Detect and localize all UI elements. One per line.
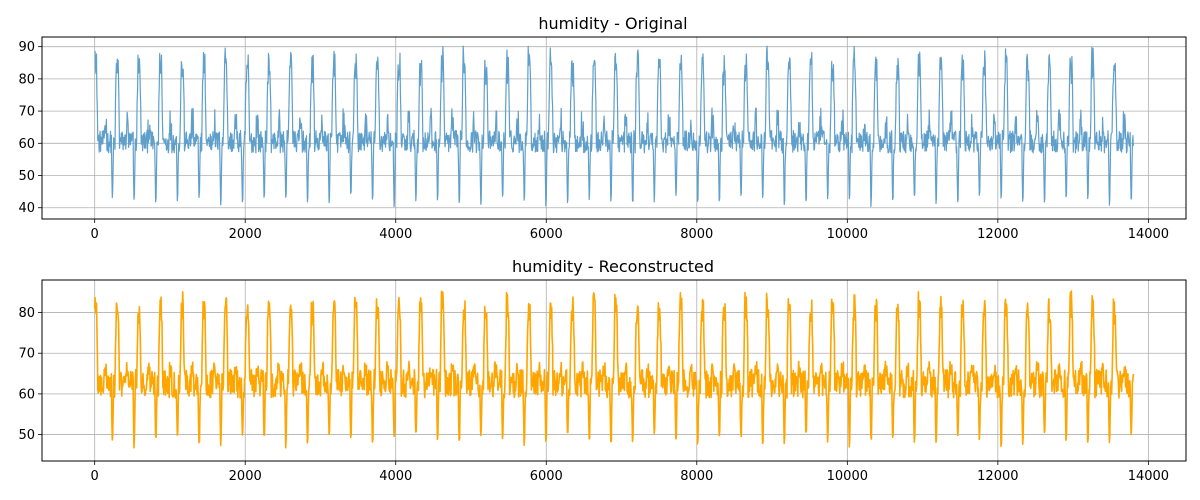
- y-tick-label: 80: [18, 306, 35, 321]
- x-tick-label: 14000: [1128, 227, 1169, 242]
- y-tick-label: 50: [18, 169, 35, 184]
- series-line: [93, 290, 1135, 449]
- x-tick-label: 8000: [680, 469, 713, 484]
- x-tick-label: 12000: [977, 469, 1018, 484]
- series-path: [94, 45, 1134, 208]
- ticks: 0 2000 4000 6000 8000 10000 12000 14000 40 50 60 70…: [18, 40, 1169, 242]
- x-tick-label: 8000: [680, 227, 713, 242]
- x-tick-label: 10000: [827, 469, 868, 484]
- chart-original: humidity - Original 0 2000 4000 6000 8000 100…: [18, 14, 1187, 242]
- x-tick-label: 12000: [977, 227, 1018, 242]
- y-tick-label: 80: [18, 72, 35, 87]
- y-tick-label: 60: [18, 137, 35, 152]
- x-tick-label: 2000: [229, 469, 262, 484]
- x-tick-label: 4000: [379, 227, 412, 242]
- x-tick-label: 14000: [1128, 469, 1169, 484]
- y-tick-label: 70: [18, 347, 35, 362]
- chart-title: humidity - Original: [538, 14, 687, 33]
- chart-reconstructed: humidity - Reconstructed 0 2000 4000 6000 80…: [18, 257, 1187, 484]
- x-tick-label: 6000: [530, 227, 563, 242]
- chart-title: humidity - Reconstructed: [512, 257, 714, 276]
- series-path: [93, 290, 1135, 449]
- y-tick-label: 40: [18, 201, 35, 216]
- x-tick-label: 0: [91, 227, 99, 242]
- ticks: 0 2000 4000 6000 8000 10000 12000 14000 50 60 70 80: [18, 306, 1169, 484]
- x-tick-label: 6000: [530, 469, 563, 484]
- y-tick-label: 90: [18, 40, 35, 55]
- y-tick-label: 60: [18, 387, 35, 402]
- x-tick-label: 4000: [379, 469, 412, 484]
- x-tick-label: 2000: [229, 227, 262, 242]
- x-tick-label: 10000: [827, 227, 868, 242]
- series-line: [94, 45, 1134, 208]
- y-tick-label: 50: [18, 428, 35, 443]
- axes-frame: [41, 36, 1187, 220]
- axes-frame: [41, 279, 1187, 462]
- y-tick-label: 70: [18, 105, 35, 120]
- x-tick-label: 0: [91, 469, 99, 484]
